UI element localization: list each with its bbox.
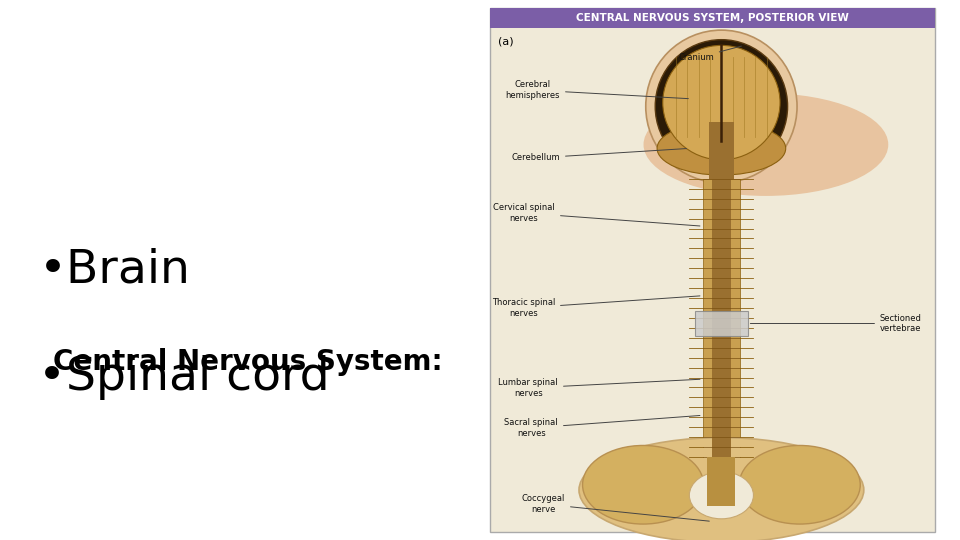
Bar	[709, 122, 733, 179]
Text: CENTRAL NERVOUS SYSTEM, POSTERIOR VIEW: CENTRAL NERVOUS SYSTEM, POSTERIOR VIEW	[576, 13, 849, 23]
Ellipse shape	[689, 471, 754, 519]
Ellipse shape	[646, 30, 797, 183]
Bar	[712, 179, 731, 457]
Ellipse shape	[643, 93, 888, 196]
Text: Sectioned
vertebrae: Sectioned vertebrae	[751, 314, 922, 333]
Ellipse shape	[739, 446, 860, 524]
Bar	[695, 311, 748, 336]
Text: Cranium: Cranium	[678, 46, 741, 63]
Bar	[708, 457, 735, 506]
Ellipse shape	[662, 45, 780, 160]
Text: Thoracic spinal
nerves: Thoracic spinal nerves	[492, 296, 700, 318]
Bar	[490, 8, 935, 28]
Text: Cerebellum: Cerebellum	[512, 148, 686, 163]
Text: Cervical spinal
nerves: Cervical spinal nerves	[493, 203, 700, 226]
Ellipse shape	[657, 122, 785, 175]
Ellipse shape	[583, 446, 704, 524]
Bar	[490, 8, 935, 532]
Text: Central Nervous System:: Central Nervous System:	[53, 348, 443, 376]
Ellipse shape	[579, 437, 864, 540]
Text: Lumbar spinal
nerves: Lumbar spinal nerves	[498, 379, 700, 397]
Ellipse shape	[656, 39, 787, 173]
Text: Cerebral
hemispheres: Cerebral hemispheres	[506, 80, 688, 100]
Text: (a): (a)	[498, 37, 514, 47]
Text: Coccygeal
nerve: Coccygeal nerve	[521, 494, 709, 521]
Bar	[703, 179, 740, 457]
Text: •Spinal cord: •Spinal cord	[38, 355, 330, 401]
Text: •Brain: •Brain	[38, 247, 190, 293]
Text: Sacral spinal
nerves: Sacral spinal nerves	[504, 415, 700, 438]
